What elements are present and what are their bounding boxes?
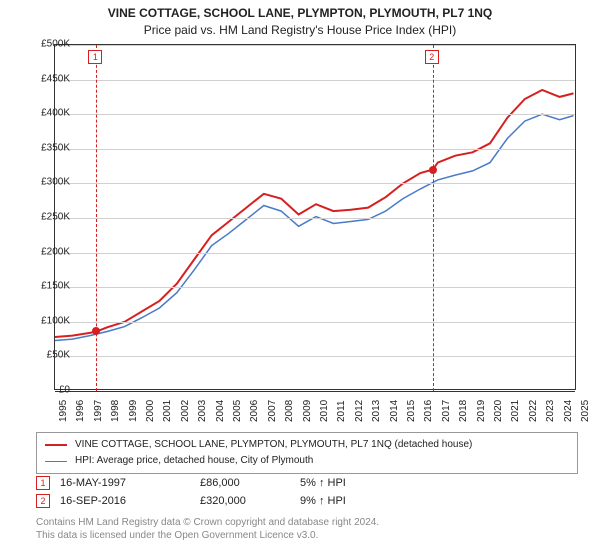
footer-attribution: Contains HM Land Registry data © Crown c… — [36, 516, 379, 542]
sale-event-row: 1 16-MAY-1997 £86,000 5% ↑ HPI — [36, 474, 578, 492]
sale-event-table: 1 16-MAY-1997 £86,000 5% ↑ HPI 2 16-SEP-… — [36, 474, 578, 510]
x-tick-label: 2018 — [458, 400, 469, 422]
x-tick-label: 2024 — [563, 400, 574, 422]
chart-title: VINE COTTAGE, SCHOOL LANE, PLYMPTON, PLY… — [0, 0, 600, 20]
x-tick-label: 2012 — [354, 400, 365, 422]
x-tick-label: 2006 — [249, 400, 260, 422]
legend-item: HPI: Average price, detached house, City… — [45, 453, 569, 469]
y-tick-label: £250K — [26, 212, 70, 223]
gridline — [55, 45, 575, 46]
x-tick-label: 2019 — [476, 400, 487, 422]
gridline — [55, 253, 575, 254]
y-tick-label: £500K — [26, 39, 70, 50]
x-tick-label: 2008 — [284, 400, 295, 422]
event-dot-icon — [92, 327, 100, 335]
gridline — [55, 391, 575, 392]
x-tick-label: 2007 — [267, 400, 278, 422]
event-date: 16-SEP-2016 — [60, 495, 190, 507]
event-marker-icon: 2 — [425, 50, 439, 64]
y-tick-label: £100K — [26, 315, 70, 326]
x-tick-label: 2022 — [528, 400, 539, 422]
legend-swatch-icon — [45, 444, 67, 446]
x-tick-label: 1998 — [110, 400, 121, 422]
x-tick-label: 2020 — [493, 400, 504, 422]
x-tick-label: 2015 — [406, 400, 417, 422]
footer-line: Contains HM Land Registry data © Crown c… — [36, 516, 379, 529]
gridline — [55, 80, 575, 81]
y-tick-label: £0 — [26, 385, 70, 396]
legend-item: VINE COTTAGE, SCHOOL LANE, PLYMPTON, PLY… — [45, 437, 569, 453]
y-tick-label: £350K — [26, 142, 70, 153]
x-tick-label: 2011 — [336, 400, 347, 422]
event-price: £86,000 — [200, 477, 290, 489]
legend-swatch-icon — [45, 461, 67, 462]
gridline — [55, 218, 575, 219]
x-tick-label: 2017 — [441, 400, 452, 422]
gridline — [55, 183, 575, 184]
x-tick-label: 1997 — [93, 400, 104, 422]
y-tick-label: £400K — [26, 108, 70, 119]
x-tick-label: 2000 — [145, 400, 156, 422]
y-tick-label: £300K — [26, 177, 70, 188]
x-tick-label: 2004 — [215, 400, 226, 422]
event-dashed-line — [433, 45, 434, 391]
legend: VINE COTTAGE, SCHOOL LANE, PLYMPTON, PLY… — [36, 432, 578, 474]
x-tick-label: 2009 — [302, 400, 313, 422]
event-marker-icon: 1 — [36, 476, 50, 490]
event-diff: 5% ↑ HPI — [300, 477, 400, 489]
event-date: 16-MAY-1997 — [60, 477, 190, 489]
x-tick-label: 2010 — [319, 400, 330, 422]
event-marker-icon: 2 — [36, 494, 50, 508]
chart-subtitle: Price paid vs. HM Land Registry's House … — [0, 20, 600, 37]
x-tick-label: 2003 — [197, 400, 208, 422]
event-marker-icon: 1 — [88, 50, 102, 64]
sale-event-row: 2 16-SEP-2016 £320,000 9% ↑ HPI — [36, 492, 578, 510]
x-tick-label: 2023 — [545, 400, 556, 422]
gridline — [55, 356, 575, 357]
gridline — [55, 114, 575, 115]
y-tick-label: £200K — [26, 246, 70, 257]
event-diff: 9% ↑ HPI — [300, 495, 400, 507]
x-tick-label: 2025 — [580, 400, 591, 422]
event-price: £320,000 — [200, 495, 290, 507]
legend-label: VINE COTTAGE, SCHOOL LANE, PLYMPTON, PLY… — [75, 437, 472, 453]
gridline — [55, 287, 575, 288]
price-chart: VINE COTTAGE, SCHOOL LANE, PLYMPTON, PLY… — [0, 0, 600, 560]
x-tick-label: 2013 — [371, 400, 382, 422]
series-line — [55, 90, 574, 337]
x-tick-label: 1999 — [128, 400, 139, 422]
legend-label: HPI: Average price, detached house, City… — [75, 453, 313, 469]
x-tick-label: 2001 — [162, 400, 173, 422]
gridline — [55, 149, 575, 150]
x-tick-label: 1996 — [75, 400, 86, 422]
x-tick-label: 2005 — [232, 400, 243, 422]
x-tick-label: 1995 — [58, 400, 69, 422]
event-dot-icon — [429, 166, 437, 174]
y-tick-label: £150K — [26, 281, 70, 292]
gridline — [55, 322, 575, 323]
x-tick-label: 2014 — [389, 400, 400, 422]
y-tick-label: £50K — [26, 350, 70, 361]
footer-line: This data is licensed under the Open Gov… — [36, 529, 379, 542]
event-dashed-line — [96, 45, 97, 391]
x-tick-label: 2016 — [423, 400, 434, 422]
x-tick-label: 2021 — [510, 400, 521, 422]
y-tick-label: £450K — [26, 73, 70, 84]
x-tick-label: 2002 — [180, 400, 191, 422]
plot-area — [54, 44, 576, 390]
